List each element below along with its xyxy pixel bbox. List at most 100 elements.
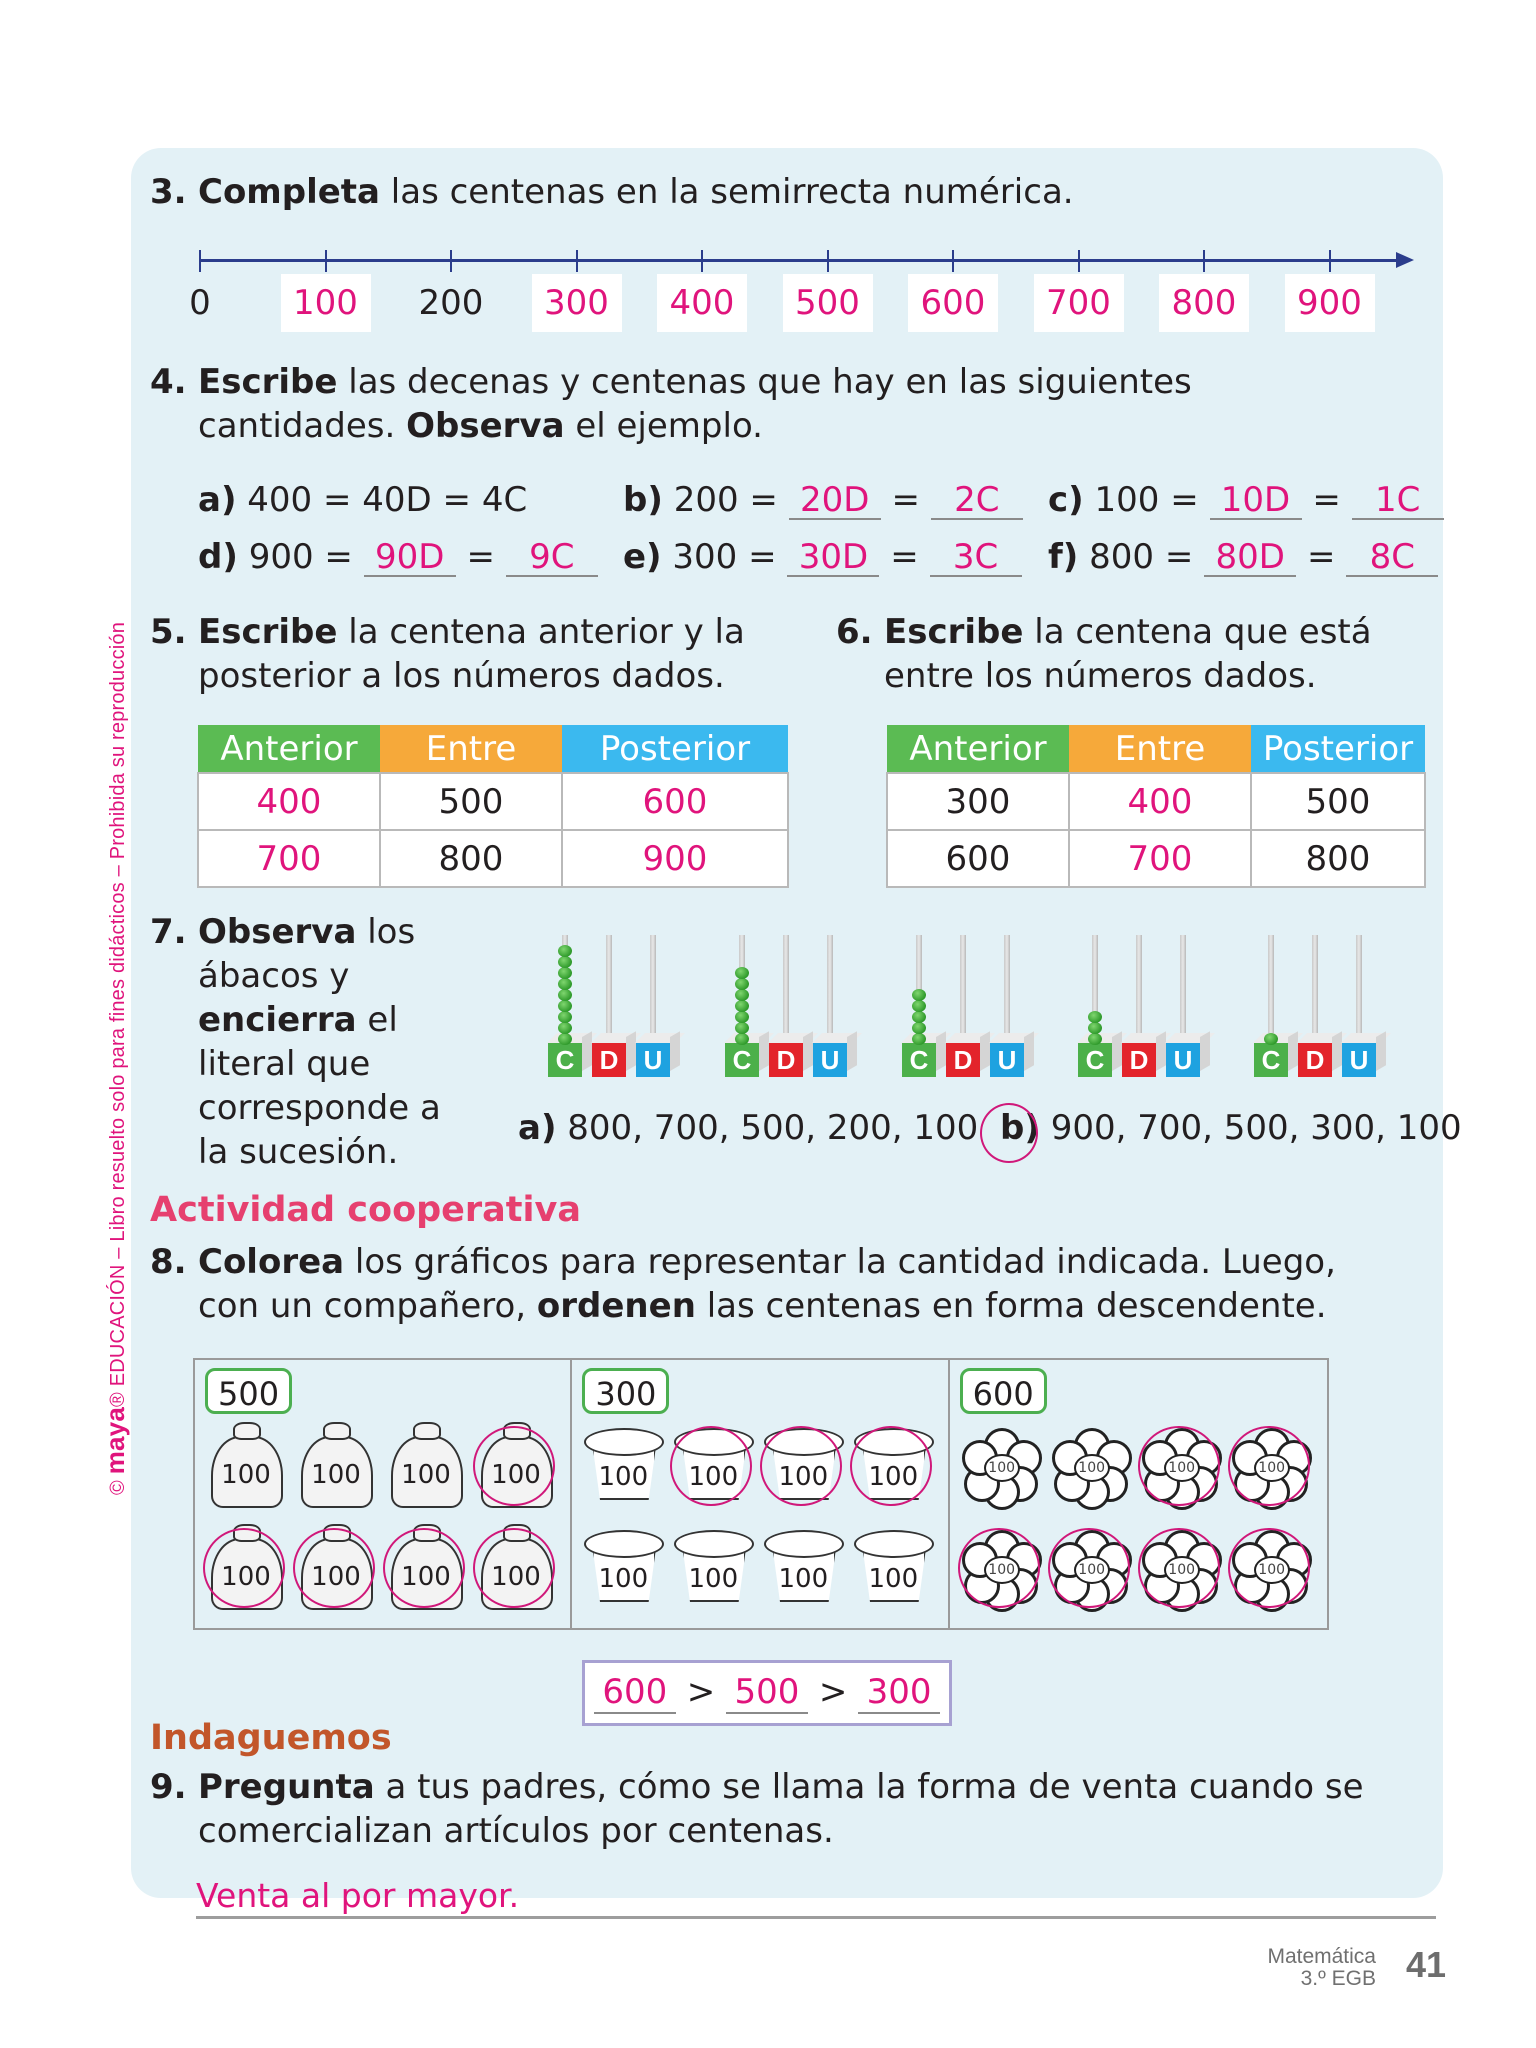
number-line-tick (1077, 250, 1080, 272)
pot-rim (584, 1428, 665, 1456)
flower-icon[interactable]: 100 (960, 1422, 1042, 1510)
number-line-answer-box[interactable]: 700 (1033, 274, 1124, 332)
question-number: 6. (836, 612, 873, 652)
footer-subject: Matemática 3.º EGB (1267, 1946, 1376, 1990)
colored-marker-circle (293, 1528, 375, 1608)
given-cell: 500 (379, 772, 563, 831)
bag-icon[interactable]: 100 (205, 1422, 287, 1510)
number-line-answer-box[interactable]: 100 (280, 274, 371, 332)
bag-icon[interactable]: 100 (385, 1422, 467, 1510)
tens-blank[interactable]: 90D (363, 539, 456, 577)
bag-icon[interactable]: 100 (383, 1524, 467, 1612)
pot-icon[interactable]: 100 (852, 1524, 935, 1612)
instruction-text: la sucesión. (198, 1132, 399, 1172)
hundreds-blank[interactable]: 9C (505, 539, 598, 577)
order-blank-3[interactable]: 300 (858, 1672, 941, 1714)
colored-marker-circle (473, 1426, 555, 1506)
item-letter: a) (198, 480, 237, 520)
colored-marker-circle (760, 1426, 843, 1506)
item-number: 100 (1094, 480, 1160, 520)
flower-icon[interactable]: 100 (1227, 1422, 1312, 1510)
answer-cell[interactable]: 700 (197, 829, 381, 888)
flower-icon[interactable]: 100 (1047, 1524, 1132, 1612)
colored-marker-circle (1137, 1528, 1220, 1608)
colored-marker-circle (850, 1426, 933, 1506)
watermark-text: EDUCACIÓN – Libro resuelto solo para fin… (107, 621, 129, 1387)
pot-icon[interactable]: 100 (582, 1524, 665, 1612)
number-line-answer-box[interactable]: 900 (1284, 274, 1375, 332)
item-letter: c) (1048, 480, 1084, 520)
instruction-text: ábacos y (198, 956, 350, 996)
tens-blank[interactable]: 20D (788, 482, 881, 520)
number-line-label: 200 (418, 283, 484, 323)
hundreds-blank[interactable]: 2C (930, 482, 1023, 520)
bag-icon[interactable]: 100 (473, 1422, 557, 1510)
answer-cell[interactable]: 600 (561, 772, 789, 831)
order-blank-1[interactable]: 600 (593, 1672, 676, 1714)
abacus-rod (827, 935, 833, 1045)
item-d: d) 900 = 90D = 9C (198, 535, 598, 579)
place-value-cube: D (769, 1043, 803, 1077)
hundreds-blank[interactable]: 3C (929, 539, 1022, 577)
instruction-text: las centenas en la semirrecta numérica. (380, 172, 1074, 212)
answer-line[interactable]: Venta al por mayor. (196, 1876, 1436, 1919)
bag-icon[interactable]: 100 (295, 1422, 377, 1510)
bag-body (211, 1436, 283, 1508)
coloring-panel-pot: 300 100 100 100 100 100 100 100 100 (572, 1360, 950, 1628)
number-line-axis (200, 259, 1400, 262)
pot-icon[interactable]: 100 (670, 1422, 755, 1510)
item-letter: b) (623, 480, 663, 520)
question-number: 8. (150, 1242, 187, 1282)
abacus-bead (558, 978, 572, 990)
header-entre: Entre (380, 725, 562, 773)
number-line-answer-box[interactable]: 600 (908, 274, 998, 332)
question-number: 9. (150, 1767, 187, 1807)
option-b[interactable]: b) 900, 700, 500, 300, 100 (1000, 1106, 1462, 1150)
question-7: 7. Observa los ábacos y encierra el literal … (150, 910, 441, 1174)
pot-icon[interactable]: 100 (582, 1422, 665, 1510)
place-value-cube: C (902, 1043, 936, 1077)
pot-icon[interactable]: 100 (762, 1524, 845, 1612)
pot-icon[interactable]: 100 (850, 1422, 935, 1510)
answer-cell[interactable]: 400 (197, 772, 381, 831)
header-posterior: Posterior (1251, 725, 1425, 773)
bag-icon[interactable]: 100 (203, 1524, 287, 1612)
answer-cell[interactable]: 700 (1068, 829, 1252, 888)
number-line-answer-box[interactable]: 400 (657, 274, 747, 332)
answer-cell[interactable]: 900 (561, 829, 789, 888)
colored-marker-circle (203, 1528, 285, 1608)
flower-icon[interactable]: 100 (1227, 1524, 1312, 1612)
number-line-answer-box[interactable]: 300 (531, 274, 622, 332)
hundreds-blank[interactable]: 8C (1346, 539, 1439, 577)
item-letter: d) (198, 537, 238, 577)
flower-icon[interactable]: 100 (1050, 1422, 1132, 1510)
colored-marker-circle (1047, 1528, 1130, 1608)
coloring-panel-flower: 600 100 100 100 100 100 100 100 100 (950, 1360, 1327, 1628)
flower-icon[interactable]: 100 (1137, 1524, 1222, 1612)
flower-icon[interactable]: 100 (957, 1524, 1042, 1612)
bag-icon[interactable]: 100 (293, 1524, 377, 1612)
abacus-bead (735, 967, 749, 979)
abacus-rod (1092, 935, 1098, 1045)
pot-icon[interactable]: 100 (760, 1422, 845, 1510)
instruction-text: posterior a los números dados. (198, 656, 725, 696)
order-blank-2[interactable]: 500 (726, 1672, 808, 1714)
item-value: 100 (688, 1564, 739, 1594)
instruction-text: las decenas y centenas que hay en las si… (337, 362, 1192, 402)
abacus-rod (1180, 935, 1186, 1045)
abacus-rod (606, 935, 612, 1045)
tens-blank[interactable]: 10D (1209, 482, 1302, 520)
given-cell: 800 (1250, 829, 1426, 888)
answer-cell[interactable]: 400 (1068, 772, 1252, 831)
number-line-answer-box[interactable]: 500 (782, 274, 873, 332)
flower-icon[interactable]: 100 (1137, 1422, 1222, 1510)
option-a[interactable]: a) 800, 700, 500, 200, 100 (518, 1106, 978, 1150)
hundreds-blank[interactable]: 1C (1351, 482, 1444, 520)
bag-icon[interactable]: 100 (473, 1524, 557, 1612)
tens-blank[interactable]: 30D (787, 539, 880, 577)
number-line-answer-box[interactable]: 800 (1159, 274, 1249, 332)
pot-icon[interactable]: 100 (672, 1524, 755, 1612)
tens-blank[interactable]: 80D (1204, 539, 1297, 577)
arrow-right-icon (1396, 252, 1414, 268)
item-value: 100 (598, 1564, 649, 1594)
